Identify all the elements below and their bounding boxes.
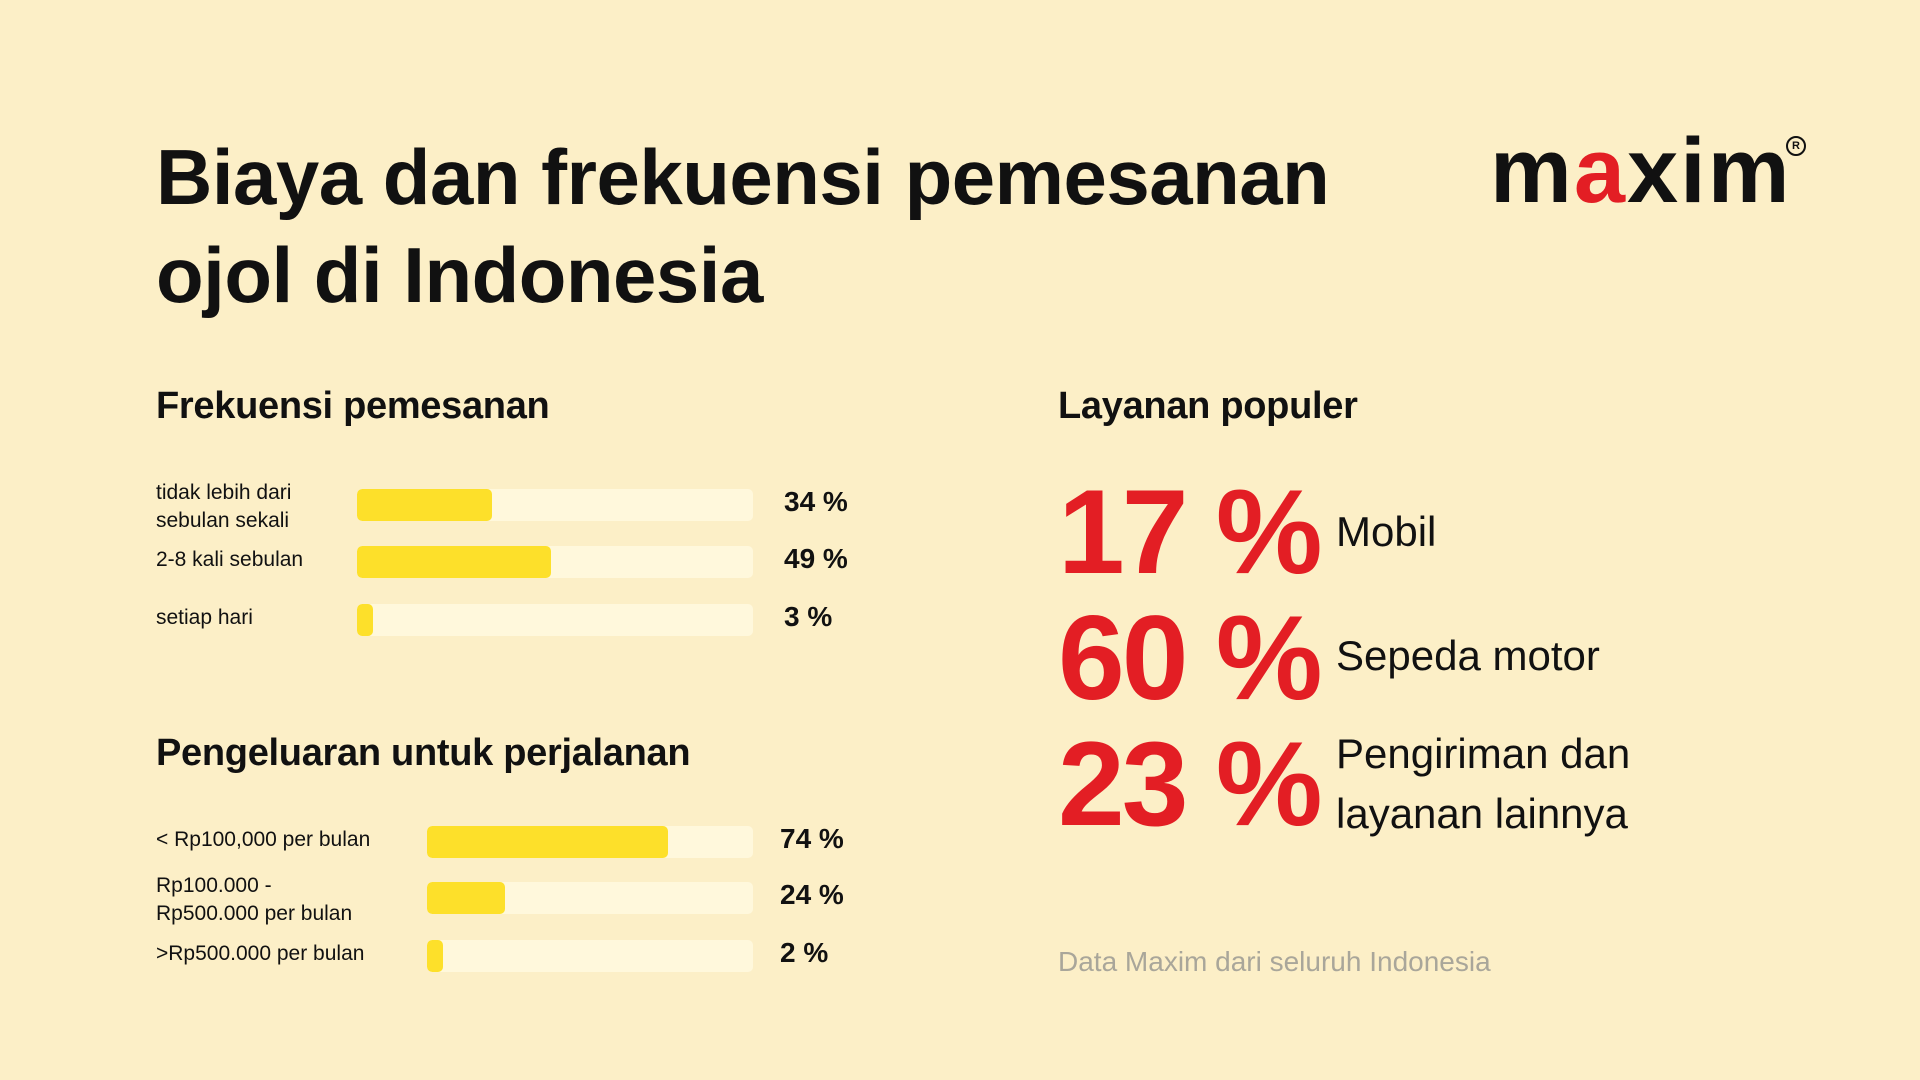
- logo-part-xim: xim: [1626, 120, 1792, 222]
- bar-fill: [357, 489, 492, 521]
- bar-category-label: tidak lebih dari sebulan sekali: [156, 479, 291, 535]
- frequency-heading: Frekuensi pemesanan: [156, 385, 550, 427]
- bar-category-label-line: >Rp500.000 per bulan: [156, 942, 365, 965]
- bar-value-label: 49 %: [784, 543, 848, 574]
- bar-value-label: 3 %: [784, 601, 833, 632]
- bar-track: [427, 940, 753, 972]
- service-stat-label-line: Sepeda motor: [1336, 632, 1600, 679]
- bar-category-label-line: < Rp100,000 per bulan: [156, 828, 371, 851]
- bar-category-label: Rp100.000 - Rp500.000 per bulan: [156, 872, 352, 928]
- bar-category-label-line: setiap hari: [156, 606, 253, 629]
- bar-track: [427, 882, 753, 914]
- page-title-line-1: Biaya dan frekuensi pemesanan: [156, 133, 1330, 221]
- bar-value-label: 2 %: [780, 937, 829, 968]
- service-stat-label-line: layanan lainnya: [1336, 790, 1628, 837]
- bar-category-label: < Rp100,000 per bulan: [156, 826, 370, 854]
- bar-track: [357, 546, 753, 578]
- bar-category-label-line: sebulan sekali: [156, 509, 290, 532]
- bar-category-label: 2-8 kali sebulan: [156, 546, 303, 574]
- bar-fill: [427, 940, 443, 972]
- source-footnote: Data Maxim dari seluruh Indonesia: [1058, 946, 1491, 977]
- logo-part-m: m: [1490, 120, 1574, 222]
- bar-track: [357, 604, 753, 636]
- bar-category-label: setiap hari: [156, 604, 253, 632]
- service-stat-value: 17 %: [1058, 465, 1323, 599]
- service-stat-label: Sepeda motor: [1336, 626, 1600, 686]
- services-heading: Layanan populer: [1058, 385, 1358, 427]
- bar-value-label: 34 %: [784, 486, 848, 517]
- bar-fill: [427, 882, 506, 914]
- bar-category-label-line: Rp500.000 per bulan: [156, 902, 353, 925]
- bar-fill: [357, 546, 552, 578]
- service-stat-label-line: Pengiriman dan: [1336, 730, 1631, 777]
- maxim-logo: maxim R: [1490, 125, 1810, 217]
- service-stat-label: Pengiriman dan layanan lainnya: [1336, 724, 1630, 844]
- spending-heading: Pengeluaran untuk perjalanan: [156, 732, 691, 774]
- maxim-logo-wordmark: maxim: [1490, 125, 1792, 217]
- bar-category-label-line: Rp100.000 -: [156, 874, 272, 897]
- bar-track: [357, 489, 753, 521]
- logo-part-accent: a: [1573, 120, 1627, 222]
- service-stat-label-line: Mobil: [1336, 508, 1437, 555]
- bar-value-label: 74 %: [780, 823, 844, 854]
- service-stat-value: 60 %: [1058, 591, 1323, 725]
- bar-value-label: 24 %: [780, 879, 844, 910]
- bar-category-label: >Rp500.000 per bulan: [156, 940, 364, 968]
- page-title: Biaya dan frekuensi pemesanan ojol di In…: [156, 128, 1356, 324]
- bar-track: [427, 826, 753, 858]
- bar-fill: [357, 604, 373, 636]
- bar-category-label-line: tidak lebih dari: [156, 481, 292, 504]
- bar-fill: [427, 826, 669, 858]
- service-stat-label: Mobil: [1336, 502, 1436, 562]
- page-title-line-2: ojol di Indonesia: [156, 231, 763, 319]
- bar-category-label-line: 2-8 kali sebulan: [156, 548, 304, 571]
- registered-trademark-icon: R: [1786, 136, 1806, 156]
- service-stat-value: 23 %: [1058, 717, 1323, 851]
